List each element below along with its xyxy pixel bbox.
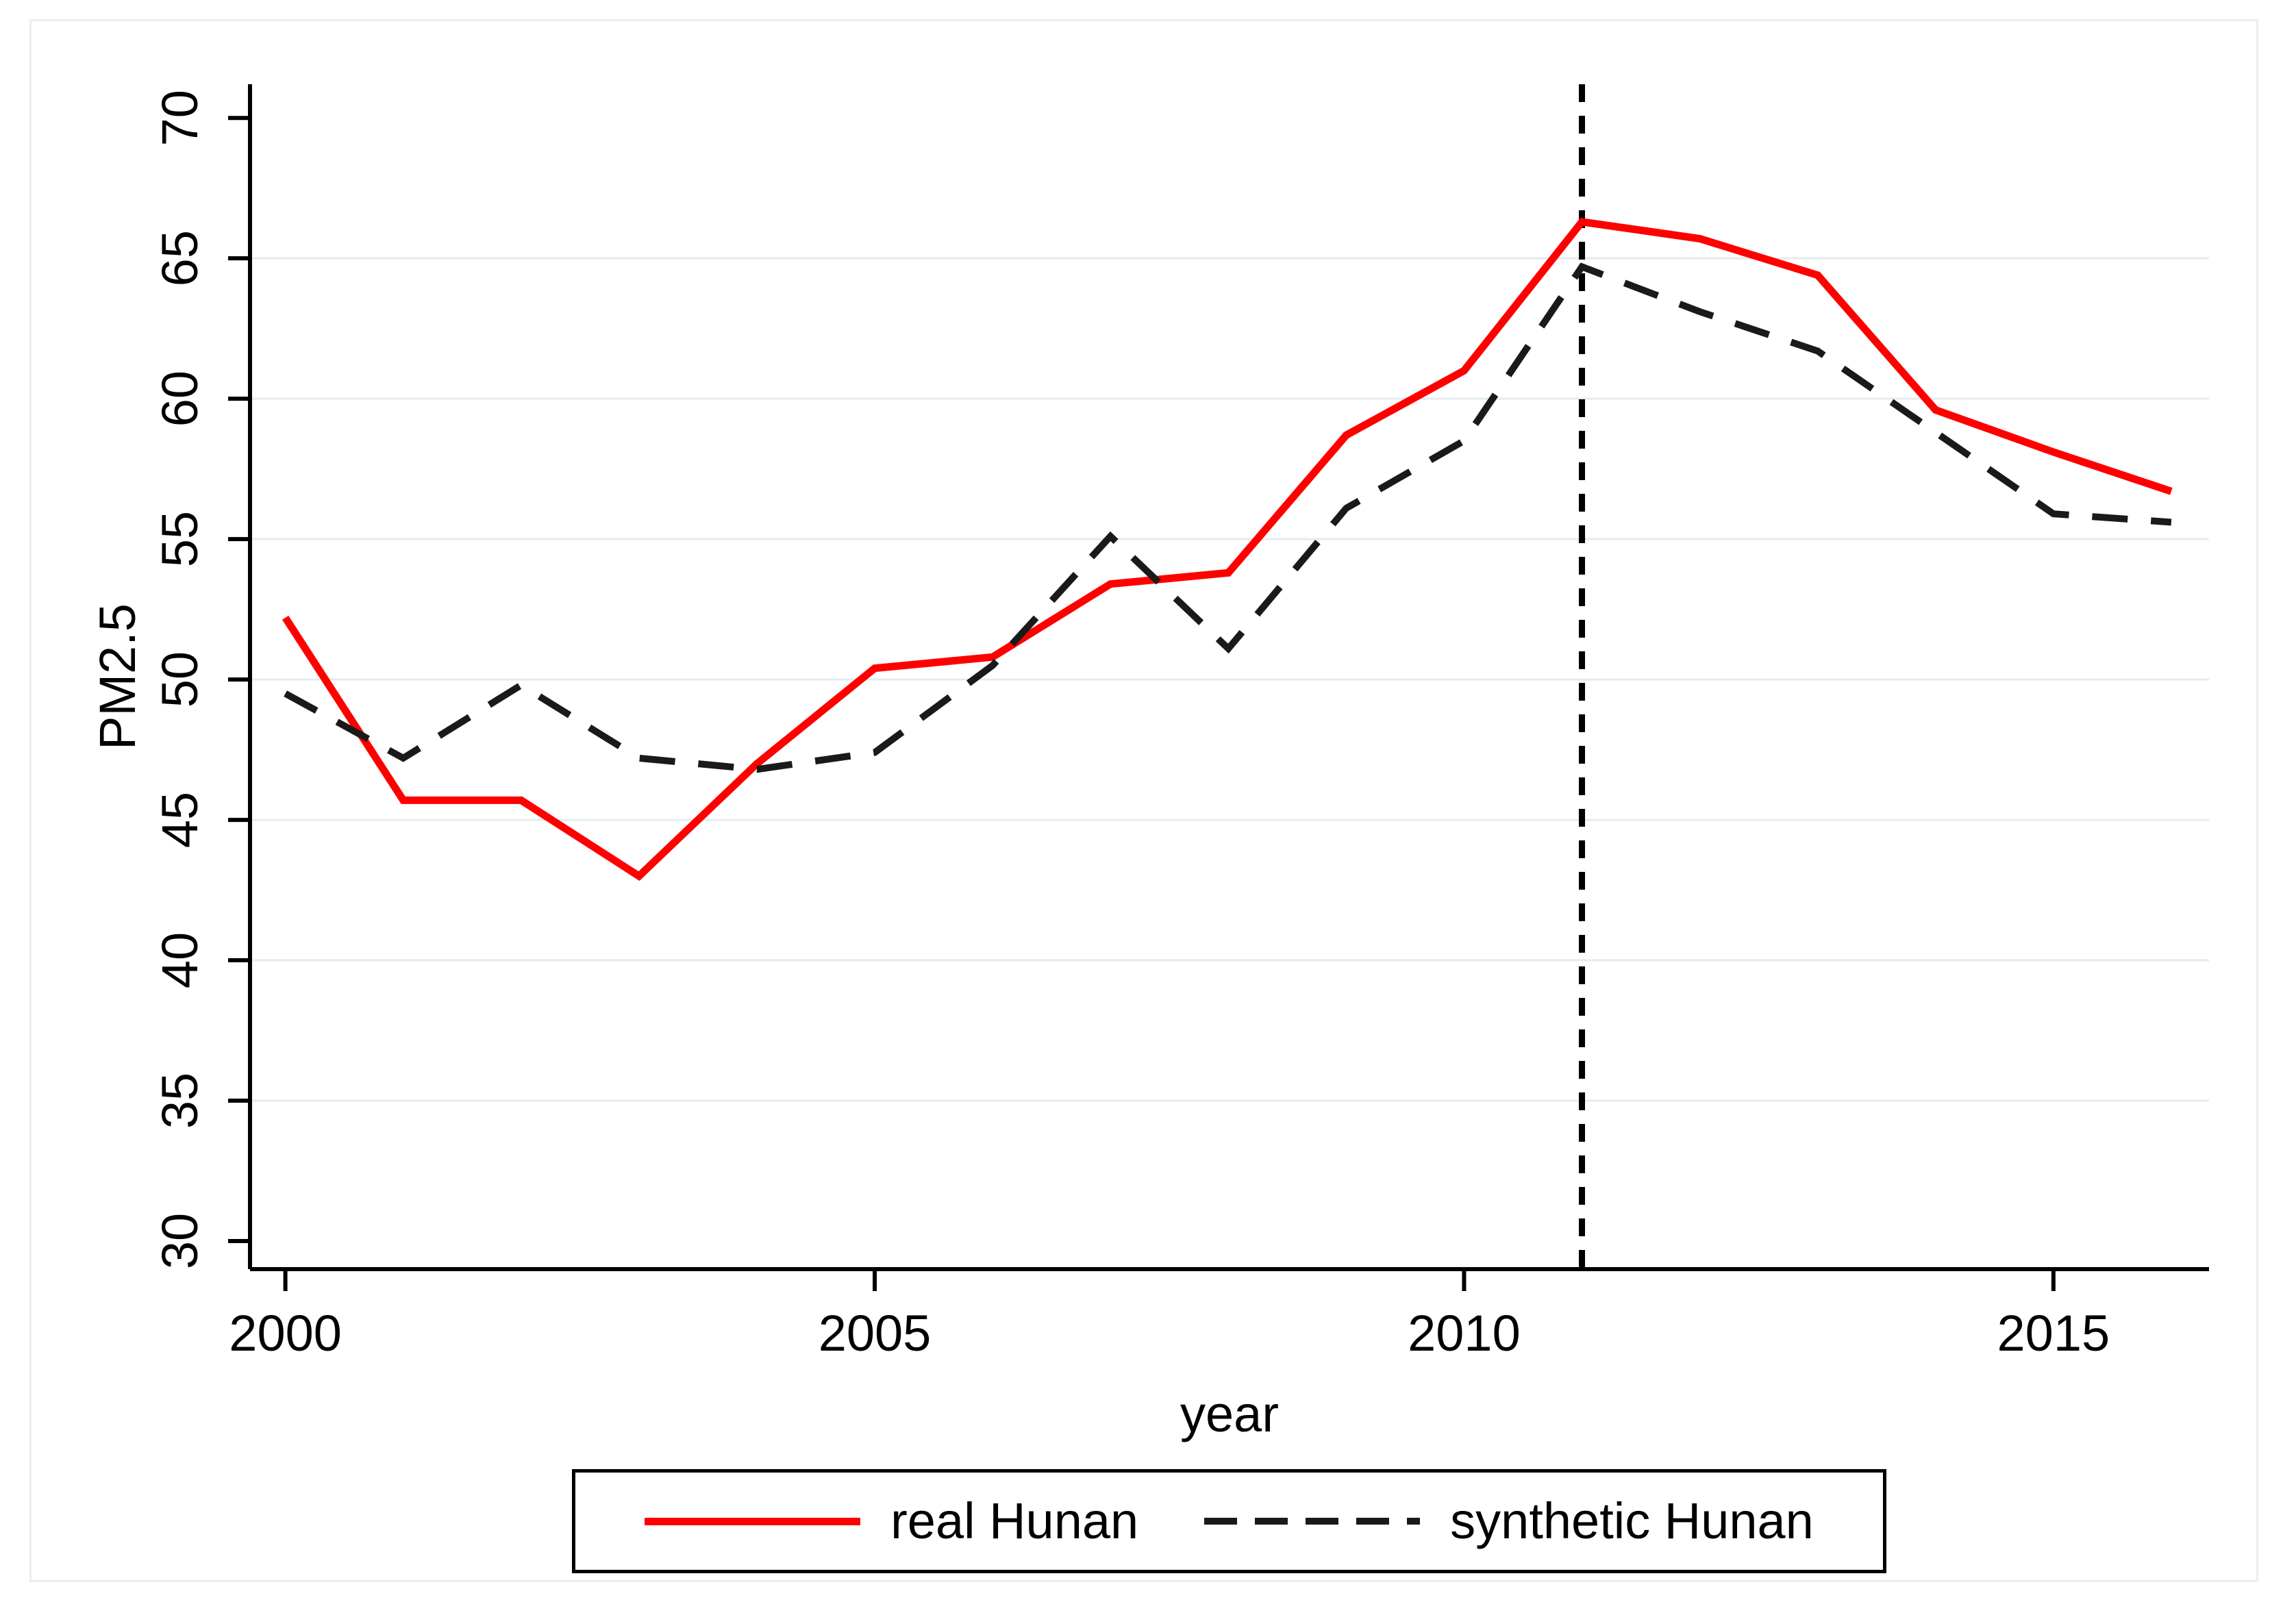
y-tick-label-30: 30 bbox=[151, 1213, 208, 1269]
y-tick-label-45: 45 bbox=[151, 792, 208, 848]
axis-layer: 30 35 40 45 50 55 60 65 70 2000 2005 2010 2015 bbox=[151, 84, 2209, 1362]
y-tick-label-50: 50 bbox=[151, 651, 208, 708]
y-tick-label-55: 55 bbox=[151, 511, 208, 567]
x-tick-label-2015: 2015 bbox=[1997, 1305, 2110, 1362]
y-tick-label-35: 35 bbox=[151, 1073, 208, 1129]
grid-layer bbox=[252, 257, 2209, 1102]
legend: real Hunan synthetic Hunan bbox=[572, 1469, 1886, 1573]
series-layer bbox=[282, 84, 2173, 1269]
y-tick-label-70: 70 bbox=[151, 90, 208, 146]
legend-item-synthetic-hunan: synthetic Hunan bbox=[1204, 1496, 1814, 1547]
synthetic-hunan-line bbox=[284, 262, 2172, 773]
y-tick-label-65: 65 bbox=[151, 230, 208, 286]
x-tick-label-2010: 2010 bbox=[1408, 1305, 1521, 1362]
y-tick-label-40: 40 bbox=[151, 932, 208, 988]
figure-region-border bbox=[29, 19, 2258, 1582]
legend-label-synthetic-hunan: synthetic Hunan bbox=[1450, 1492, 1814, 1549]
synthetic-hunan-line-swatch bbox=[1204, 1518, 1421, 1525]
y-axis-title: PM2.5 bbox=[89, 603, 146, 750]
real-hunan-line-swatch bbox=[645, 1517, 861, 1525]
legend-label-real-hunan: real Hunan bbox=[890, 1492, 1139, 1549]
y-tick-label-60: 60 bbox=[151, 371, 208, 427]
x-tick-label-2000: 2000 bbox=[229, 1305, 342, 1362]
real-hunan-line bbox=[282, 218, 2173, 881]
legend-item-real-hunan: real Hunan bbox=[645, 1496, 1138, 1547]
x-axis-title: year bbox=[1180, 1386, 1279, 1442]
x-tick-label-2005: 2005 bbox=[819, 1305, 932, 1362]
